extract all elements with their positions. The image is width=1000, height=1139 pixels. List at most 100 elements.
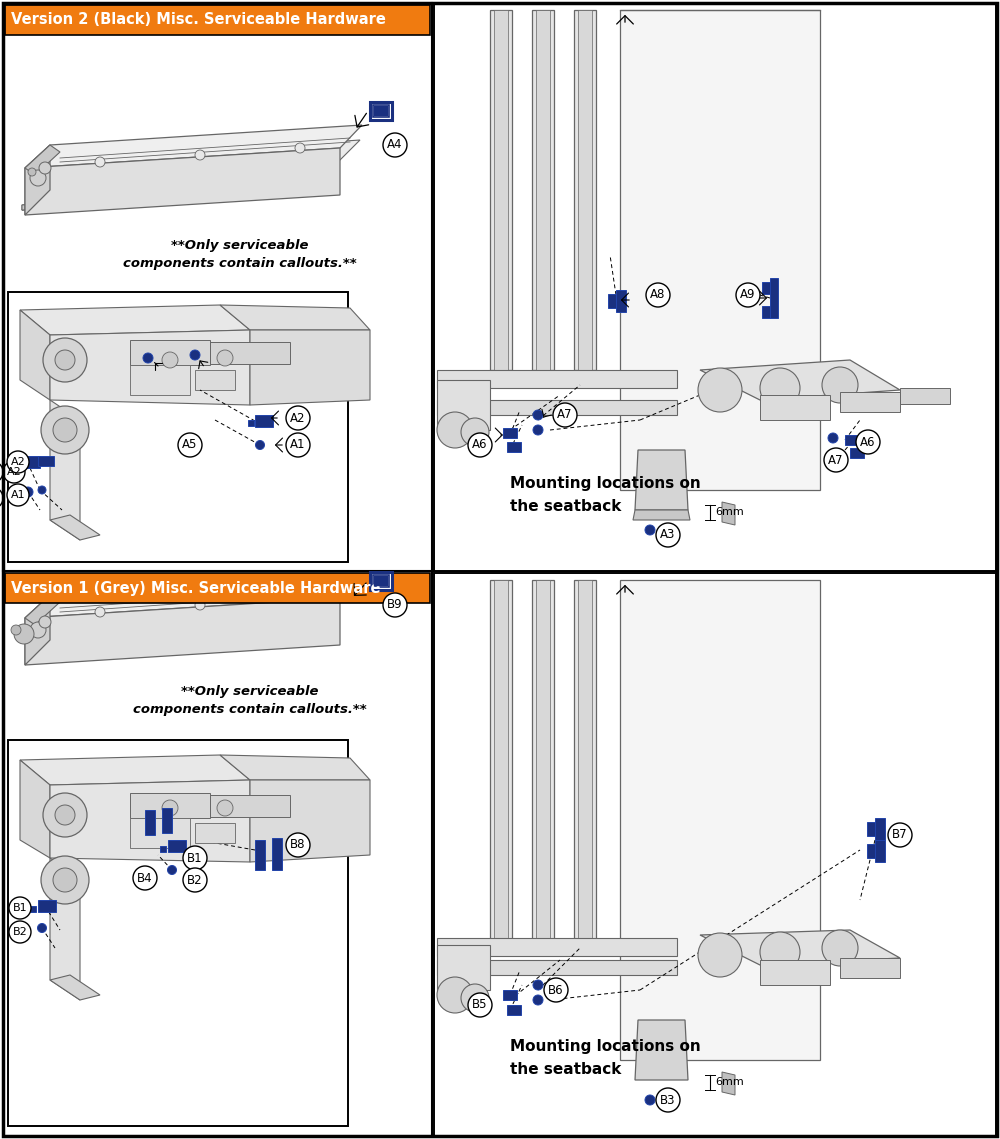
Bar [578,10,592,370]
Circle shape [168,866,176,875]
Circle shape [468,993,492,1017]
Bar [145,810,155,835]
Circle shape [7,484,29,506]
Bar [160,846,166,852]
Polygon shape [620,10,820,490]
Circle shape [39,162,51,174]
Bar [130,793,210,818]
Bar [494,580,508,940]
Circle shape [822,931,858,966]
Circle shape [533,425,543,435]
Text: A5: A5 [182,439,198,451]
Circle shape [383,593,407,617]
Bar [30,906,36,912]
Circle shape [41,857,89,904]
Circle shape [856,431,880,454]
Text: A1: A1 [290,439,306,451]
Text: B2: B2 [13,927,27,937]
Bar [900,388,950,404]
Circle shape [30,170,46,186]
Circle shape [824,448,848,472]
Polygon shape [250,330,370,405]
Circle shape [698,933,742,977]
Polygon shape [20,305,250,335]
Bar [22,456,40,468]
Bar [867,844,875,858]
Text: B4: B4 [137,871,153,885]
Text: A3: A3 [660,528,676,541]
Bar [437,400,677,415]
Text: A7: A7 [557,409,573,421]
Polygon shape [633,510,690,521]
Bar [840,392,900,412]
Bar [130,364,190,395]
Bar [272,838,282,870]
Bar [8,292,348,562]
Polygon shape [25,595,60,625]
Bar [248,420,254,426]
Circle shape [286,405,310,431]
Bar [578,580,592,940]
Polygon shape [25,125,362,167]
Circle shape [133,866,157,890]
Circle shape [39,616,51,628]
Text: B8: B8 [290,838,306,852]
Bar [574,10,596,370]
Text: Mounting locations on
the seatback: Mounting locations on the seatback [510,476,701,514]
Circle shape [53,868,77,892]
Bar [532,10,554,370]
Bar [370,572,392,590]
Text: **Only serviceable
components contain callouts.**: **Only serviceable components contain ca… [123,239,357,270]
Text: A9: A9 [740,288,756,302]
Bar [875,839,885,862]
Circle shape [461,984,489,1011]
Text: A2: A2 [11,457,25,467]
Bar [195,823,235,843]
Polygon shape [620,580,820,1060]
Bar [210,342,290,364]
Circle shape [698,368,742,412]
Circle shape [9,898,31,919]
Polygon shape [220,305,370,330]
Circle shape [183,868,207,892]
Polygon shape [437,945,490,990]
Text: B3: B3 [660,1093,676,1106]
Circle shape [9,921,31,943]
Bar [494,10,508,370]
Polygon shape [722,1072,735,1095]
Text: 6mm: 6mm [715,507,744,517]
Circle shape [656,523,680,547]
Bar [373,575,389,587]
Circle shape [286,433,310,457]
Circle shape [43,793,87,837]
Text: B6: B6 [548,983,564,997]
Text: B2: B2 [187,874,203,886]
Circle shape [533,995,543,1005]
Bar [255,839,265,870]
Bar [850,448,864,458]
Text: A6: A6 [472,439,488,451]
Circle shape [437,412,473,448]
Circle shape [286,833,310,857]
Circle shape [760,368,800,408]
Bar [875,818,885,839]
Bar [255,415,273,427]
Polygon shape [25,145,60,175]
Circle shape [3,461,25,483]
Circle shape [256,441,264,450]
Circle shape [195,150,205,159]
Circle shape [53,418,77,442]
Circle shape [0,487,3,509]
Polygon shape [22,140,360,210]
Bar [437,960,677,975]
Polygon shape [50,400,80,540]
Text: A6: A6 [860,435,876,449]
Bar [507,442,521,452]
Bar [437,939,677,956]
Circle shape [760,932,800,972]
Bar [845,435,859,445]
Bar [162,808,172,833]
Bar [14,462,20,468]
Circle shape [11,625,21,636]
Polygon shape [20,310,50,400]
